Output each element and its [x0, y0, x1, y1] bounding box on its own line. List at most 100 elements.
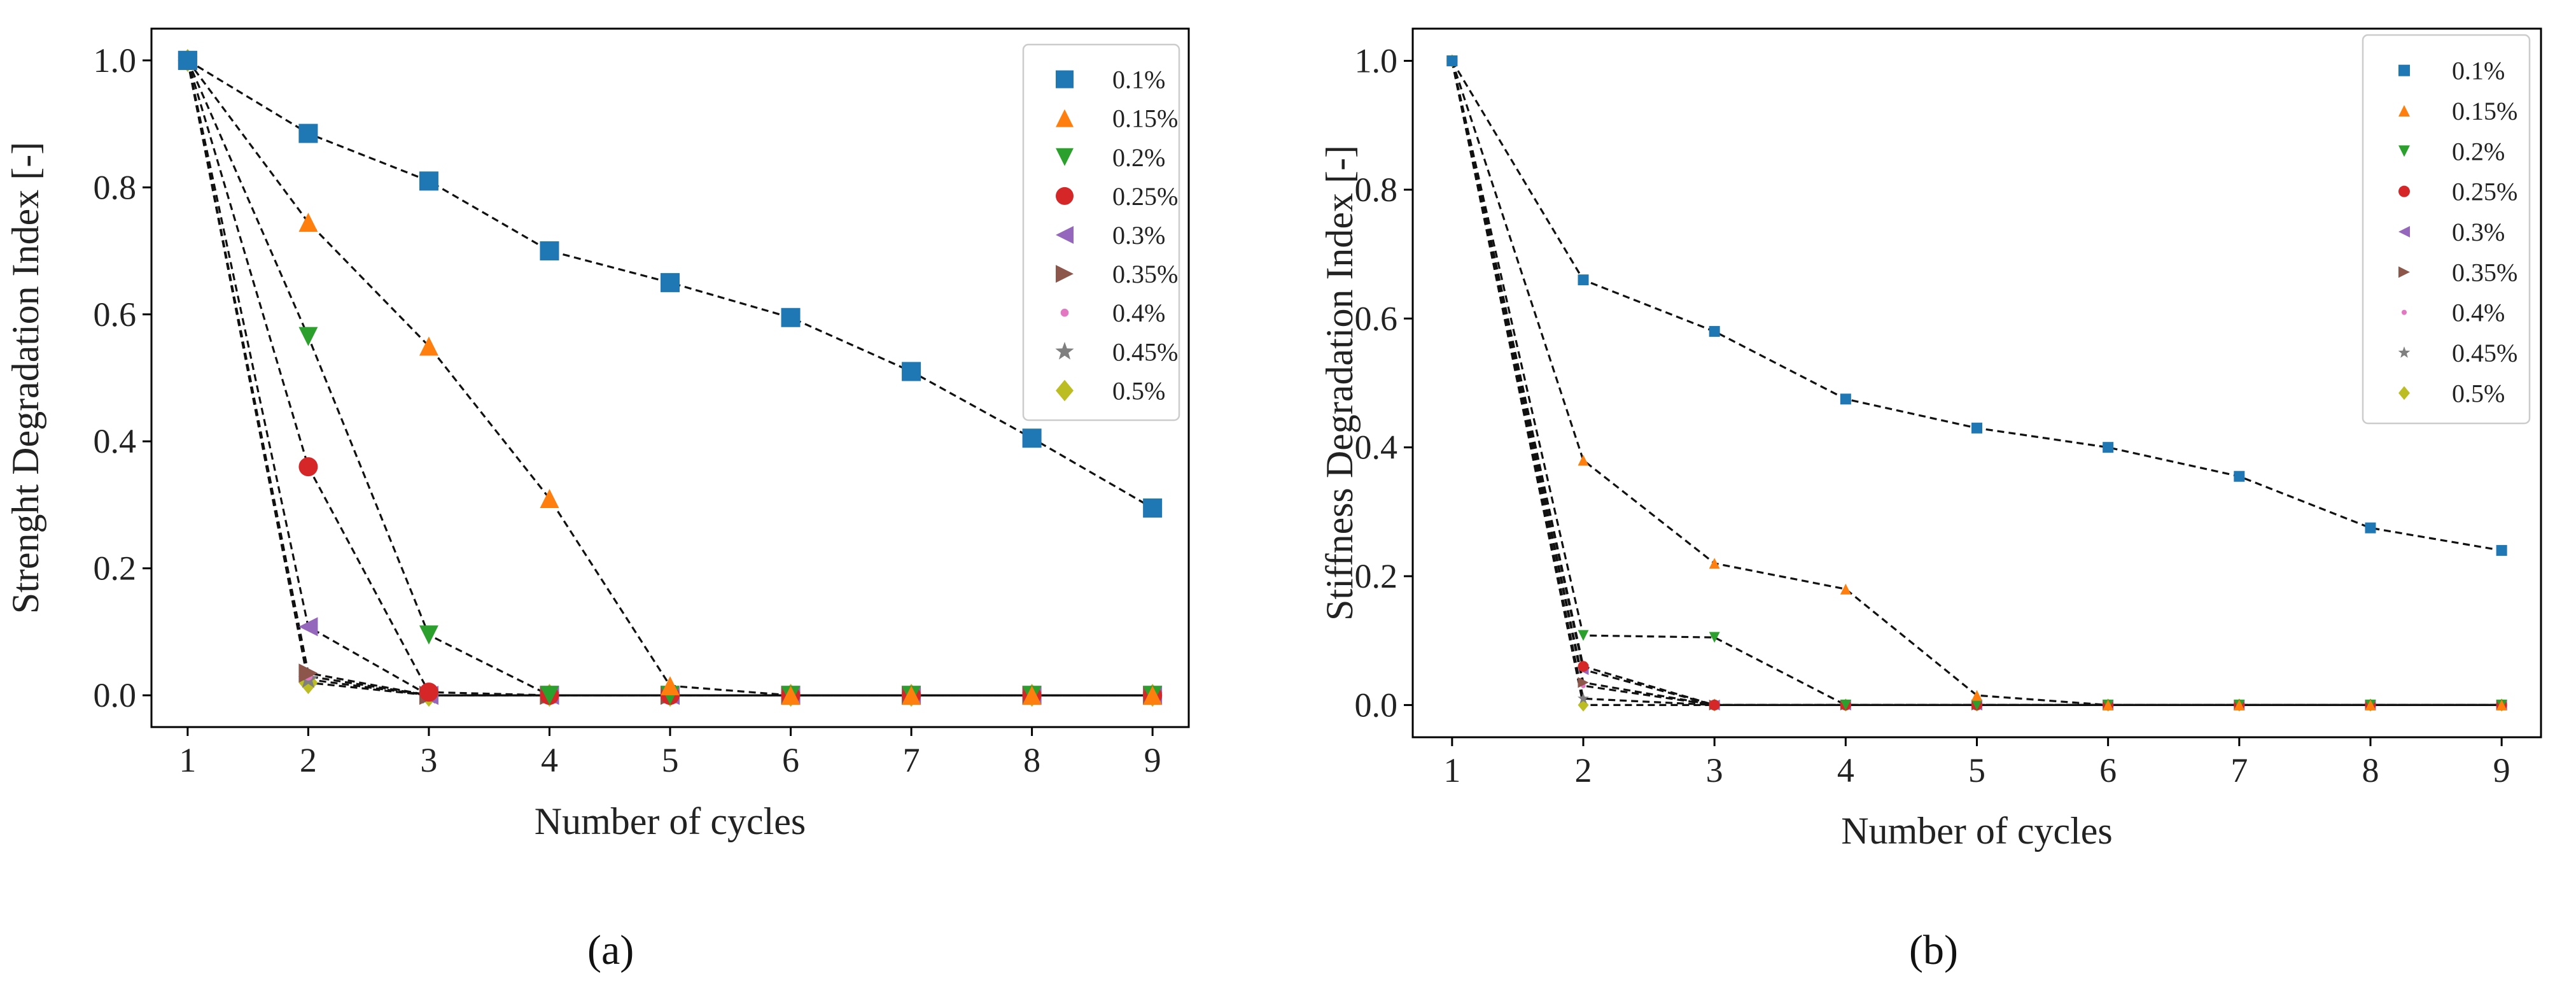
x-tick-label: 3: [1706, 751, 1723, 789]
data-point: [2496, 699, 2507, 711]
legend-entry: 0.1%: [1112, 66, 1165, 94]
legend: 0.1% 0.15% 0.2% 0.25% 0.3% 0.35% 0.4% 0.45% 0.5%: [2362, 34, 2531, 425]
x-tick-label: 9: [1144, 741, 1161, 779]
data-point: [1578, 677, 1589, 688]
legend-entry: 0.45%: [2452, 339, 2517, 367]
legend-entry: 0.2%: [1112, 143, 1165, 172]
legend-entry: 0.2%: [2452, 137, 2505, 166]
data-point: [1022, 686, 1042, 705]
data-point: [1578, 661, 1589, 672]
legend-marker: [2398, 346, 2411, 358]
x-tick-label: 8: [2362, 751, 2379, 789]
legend-entry: 0.35%: [2452, 258, 2517, 286]
data-point: [2496, 545, 2507, 556]
data-point: [419, 625, 438, 645]
data-point: [2234, 470, 2245, 482]
x-axis-label: Number of cycles: [535, 800, 806, 842]
x-tick-label: 3: [420, 741, 437, 779]
x-tick-label: 6: [782, 741, 799, 779]
legend-marker: [1060, 308, 1069, 317]
data-point: [1709, 558, 1720, 569]
legend-marker: [2398, 185, 2410, 197]
chart-b: 1 2 3 4 5 6 7 8 9 0.0 0.2 0.4 0.6 0.8 1.0 Number of cyc…: [1319, 27, 2542, 852]
series-line-0_3pct: [186, 60, 1153, 697]
data-point: [902, 362, 921, 381]
data-point: [661, 676, 680, 696]
data-point: [1578, 630, 1589, 641]
x-tick-label: 8: [1023, 741, 1040, 779]
x-axis-label: Number of cycles: [1841, 810, 2113, 852]
series-line-0_35pct: [186, 60, 1153, 697]
data-point: [298, 617, 318, 637]
data-point: [1971, 422, 1982, 434]
legend-entry: 0.3%: [2452, 218, 2505, 246]
legend-marker: [2398, 386, 2410, 400]
series-line-0_45pct: [1451, 60, 2502, 706]
legend-entry: 0.25%: [2452, 178, 2517, 206]
y-tick-label: 0.2: [94, 549, 137, 588]
data-point: [2234, 699, 2245, 711]
legend-marker: [2398, 145, 2410, 157]
data-point: [298, 457, 318, 477]
data-point: [1709, 326, 1720, 337]
legend-entry: 0.4%: [2452, 299, 2505, 327]
data-point: [1578, 274, 1589, 286]
legend-entry: 0.15%: [2452, 97, 2517, 125]
data-point: [419, 682, 438, 702]
data-point: [781, 308, 801, 327]
series-line-0_45pct: [186, 60, 1153, 697]
data-point: [298, 124, 318, 143]
data-point: [2103, 442, 2114, 453]
legend-marker: [2401, 309, 2407, 315]
series-line-0_2pct: [1451, 60, 2502, 706]
x-tick-label: 7: [2230, 751, 2248, 789]
data-point: [1709, 699, 1720, 711]
legend-marker: [1056, 226, 1074, 244]
y-tick-label: 0.6: [1355, 299, 1398, 337]
data-point: [1022, 428, 1042, 448]
legend-entry: 0.4%: [1112, 299, 1165, 327]
y-tick-label: 0.4: [94, 422, 137, 460]
panel-label-b: (b): [1909, 927, 1958, 973]
data-point: [419, 336, 438, 356]
data-point: [1971, 689, 1982, 701]
legend-marker: [1056, 148, 1074, 166]
legend-entry: 0.45%: [1112, 337, 1178, 366]
legend-entry: 0.35%: [1112, 260, 1178, 288]
data-point: [540, 686, 559, 705]
legend-marker: [2398, 105, 2410, 117]
data-point: [661, 272, 680, 292]
data-point: [419, 171, 438, 191]
legend-marker: [2398, 64, 2410, 76]
series-line-0_35pct: [1451, 60, 2502, 706]
data-point: [298, 663, 318, 683]
y-tick-label: 0.0: [94, 676, 137, 714]
series-line-0_5pct: [186, 60, 1153, 697]
series-line-0_4pct: [1451, 60, 2502, 706]
legend-box: [2362, 34, 2531, 425]
legend-marker: [1056, 265, 1074, 283]
data-point: [1578, 692, 1589, 704]
x-tick-label: 1: [179, 741, 196, 779]
y-tick-label: 0.4: [1355, 428, 1398, 467]
x-tick-label: 6: [2099, 751, 2117, 789]
x-tick-label: 2: [300, 741, 317, 779]
data-point: [178, 50, 197, 70]
legend-marker: [1056, 379, 1074, 402]
legend-marker: [1055, 341, 1074, 360]
data-point: [298, 213, 318, 232]
data-point: [1143, 498, 1163, 518]
series-line-0_1pct: [187, 59, 1153, 509]
legend-entry: 0.1%: [2452, 57, 2505, 85]
data-point: [2103, 699, 2114, 711]
y-tick-label: 0.8: [1355, 171, 1398, 209]
data-point: [1446, 55, 1458, 67]
series-line-0_3pct: [1451, 60, 2502, 706]
y-tick-label: 0.0: [1355, 686, 1398, 724]
x-tick-label: 5: [662, 741, 679, 779]
x-tick-label: 1: [1443, 751, 1460, 789]
series-line-0_25pct: [1451, 60, 2502, 706]
x-tick-label: 9: [2493, 751, 2510, 789]
series-line-0_1pct: [1451, 60, 2502, 552]
legend-marker: [2398, 226, 2410, 237]
